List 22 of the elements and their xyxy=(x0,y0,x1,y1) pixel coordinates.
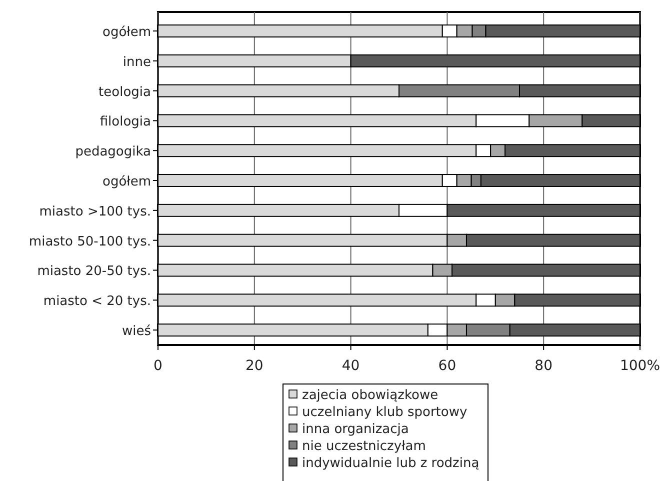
x-tick-label: 20 xyxy=(245,358,264,374)
y-tick-label: filologia xyxy=(100,114,151,130)
y-tick-label: inne xyxy=(122,54,151,70)
legend-label: zajecia obowiązkowe xyxy=(302,388,438,403)
y-tick-label: miasto < 20 tys. xyxy=(43,294,151,310)
x-tick-label: 0 xyxy=(154,358,162,374)
y-tick-label: ogółem xyxy=(102,24,151,40)
x-tick-label: 60 xyxy=(438,358,456,374)
y-tick-label: miasto 20-50 tys. xyxy=(37,264,151,280)
legend-label: indywidualnie lub z rodziną xyxy=(302,456,480,471)
x-tick-label: 40 xyxy=(342,358,360,374)
legend-label: inna organizacja xyxy=(302,422,409,437)
legend-label: uczelniany klub sportowy xyxy=(302,405,468,420)
y-tick-label: miasto >100 tys. xyxy=(39,204,151,220)
y-tick-label: pedagogika xyxy=(75,144,151,160)
y-tick-label: miasto 50-100 tys. xyxy=(28,234,151,250)
x-tick-label: 80 xyxy=(534,358,553,374)
y-tick-label: ogółem xyxy=(102,174,151,190)
y-tick-label: wieś xyxy=(122,324,152,340)
x-tick-label: 100% xyxy=(620,358,660,374)
legend-label: nie uczestniczyłam xyxy=(302,439,426,454)
y-tick-label: teologia xyxy=(98,84,151,100)
